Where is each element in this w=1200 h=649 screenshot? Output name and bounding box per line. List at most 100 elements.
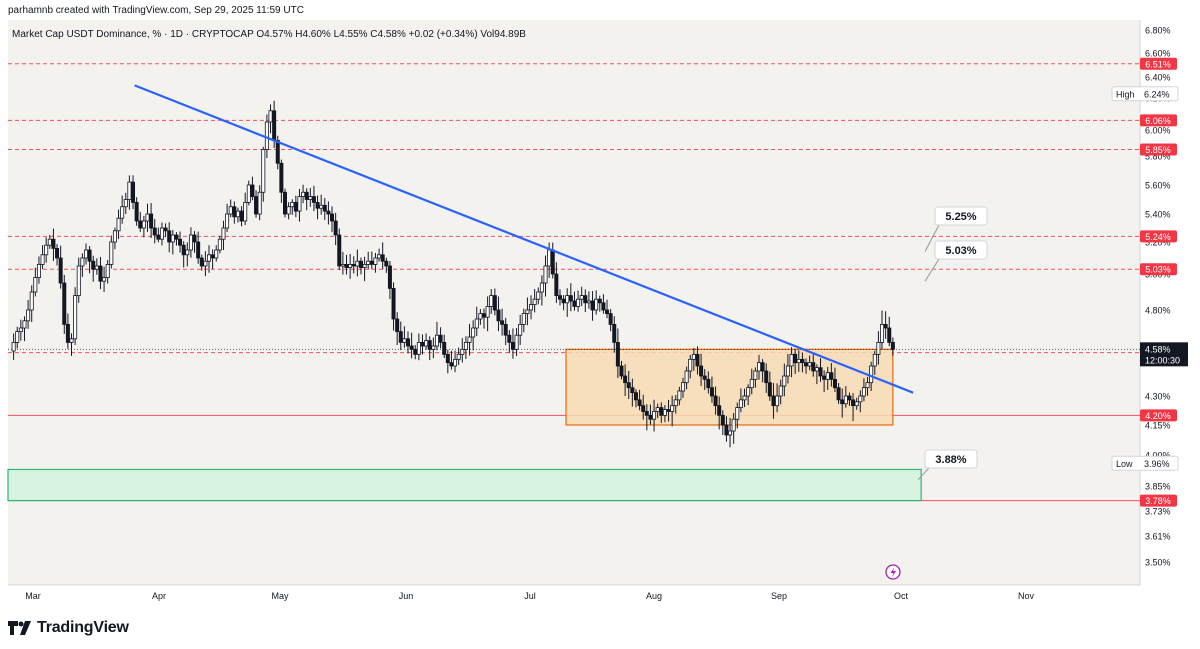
candle[interactable] — [880, 323, 885, 343]
candle[interactable] — [782, 375, 787, 387]
candle[interactable] — [141, 220, 146, 229]
candle[interactable] — [713, 395, 718, 407]
candle[interactable] — [380, 254, 385, 262]
candle[interactable] — [326, 210, 331, 215]
candle[interactable] — [293, 201, 298, 212]
candle[interactable] — [232, 206, 237, 218]
candle[interactable] — [489, 295, 494, 307]
candle[interactable] — [424, 340, 429, 347]
candle[interactable] — [673, 399, 678, 407]
candle[interactable] — [590, 300, 595, 311]
candle[interactable] — [861, 387, 866, 397]
candle[interactable] — [91, 260, 96, 270]
candle[interactable] — [131, 181, 136, 203]
candle[interactable] — [619, 365, 624, 377]
candle[interactable] — [843, 395, 848, 405]
candle[interactable] — [127, 181, 132, 200]
candle[interactable] — [709, 387, 714, 397]
candle[interactable] — [659, 407, 664, 416]
candle[interactable] — [337, 234, 342, 267]
candle[interactable] — [644, 411, 649, 416]
candle[interactable] — [80, 257, 85, 267]
candle[interactable] — [503, 323, 508, 336]
candle[interactable] — [188, 234, 193, 251]
candle[interactable] — [116, 217, 121, 232]
candle[interactable] — [427, 340, 432, 350]
candle[interactable] — [235, 210, 240, 218]
candle[interactable] — [340, 263, 345, 267]
candle[interactable] — [225, 213, 230, 229]
candle[interactable] — [492, 295, 497, 311]
candle[interactable] — [615, 341, 620, 367]
candle[interactable] — [764, 370, 769, 384]
candle[interactable] — [858, 395, 863, 403]
candle[interactable] — [145, 213, 150, 222]
candle[interactable] — [319, 204, 324, 209]
candle[interactable] — [261, 149, 266, 193]
candle[interactable] — [586, 300, 591, 304]
candle[interactable] — [547, 249, 552, 267]
candle[interactable] — [702, 375, 707, 380]
tradingview-logo[interactable]: TradingView — [8, 618, 129, 638]
candle[interactable] — [796, 358, 801, 364]
candle[interactable] — [543, 265, 548, 284]
candle[interactable] — [699, 365, 704, 377]
candle[interactable] — [767, 382, 772, 397]
candle[interactable] — [756, 362, 761, 372]
candle[interactable] — [65, 323, 70, 343]
candle[interactable] — [872, 353, 877, 367]
candle[interactable] — [460, 348, 465, 355]
candle[interactable] — [735, 407, 740, 420]
candle[interactable] — [109, 241, 114, 265]
candle[interactable] — [670, 405, 675, 412]
candle[interactable] — [87, 249, 92, 262]
candle[interactable] — [264, 121, 269, 150]
candle[interactable] — [76, 265, 81, 297]
candle[interactable] — [597, 298, 602, 304]
candle[interactable] — [221, 227, 226, 240]
candle[interactable] — [181, 244, 186, 256]
candle[interactable] — [605, 309, 610, 314]
candle[interactable] — [362, 263, 367, 268]
candle[interactable] — [377, 254, 382, 259]
candle[interactable] — [579, 295, 584, 300]
candle[interactable] — [73, 295, 78, 340]
candle[interactable] — [358, 260, 363, 268]
callout-box[interactable] — [934, 206, 988, 226]
candle[interactable] — [706, 378, 711, 389]
candle[interactable] — [800, 358, 805, 364]
candle[interactable] — [760, 362, 765, 372]
candle[interactable] — [771, 395, 776, 407]
candle[interactable] — [344, 263, 349, 268]
candle[interactable] — [348, 263, 353, 268]
candle[interactable] — [521, 313, 526, 325]
candle[interactable] — [887, 327, 892, 343]
candle[interactable] — [416, 341, 421, 355]
candle[interactable] — [192, 234, 197, 243]
candle[interactable] — [811, 362, 816, 372]
candle[interactable] — [565, 295, 570, 304]
candle[interactable] — [11, 341, 16, 352]
candle[interactable] — [286, 206, 291, 215]
candle[interactable] — [550, 249, 555, 275]
candle[interactable] — [178, 238, 183, 246]
candle[interactable] — [793, 353, 798, 364]
candle[interactable] — [203, 260, 208, 267]
candle[interactable] — [775, 395, 780, 407]
candle[interactable] — [695, 353, 700, 367]
candle[interactable] — [246, 184, 251, 203]
candle[interactable] — [568, 295, 573, 302]
candle[interactable] — [529, 304, 534, 311]
candle[interactable] — [170, 234, 175, 243]
candle[interactable] — [333, 220, 338, 236]
candle[interactable] — [652, 411, 657, 420]
candle[interactable] — [123, 199, 128, 208]
candle[interactable] — [442, 341, 447, 355]
candle[interactable] — [134, 201, 139, 222]
candle[interactable] — [330, 213, 335, 222]
candle[interactable] — [55, 247, 60, 259]
candle[interactable] — [214, 249, 219, 259]
candle[interactable] — [438, 334, 443, 343]
candle[interactable] — [467, 336, 472, 343]
candle[interactable] — [445, 353, 450, 364]
